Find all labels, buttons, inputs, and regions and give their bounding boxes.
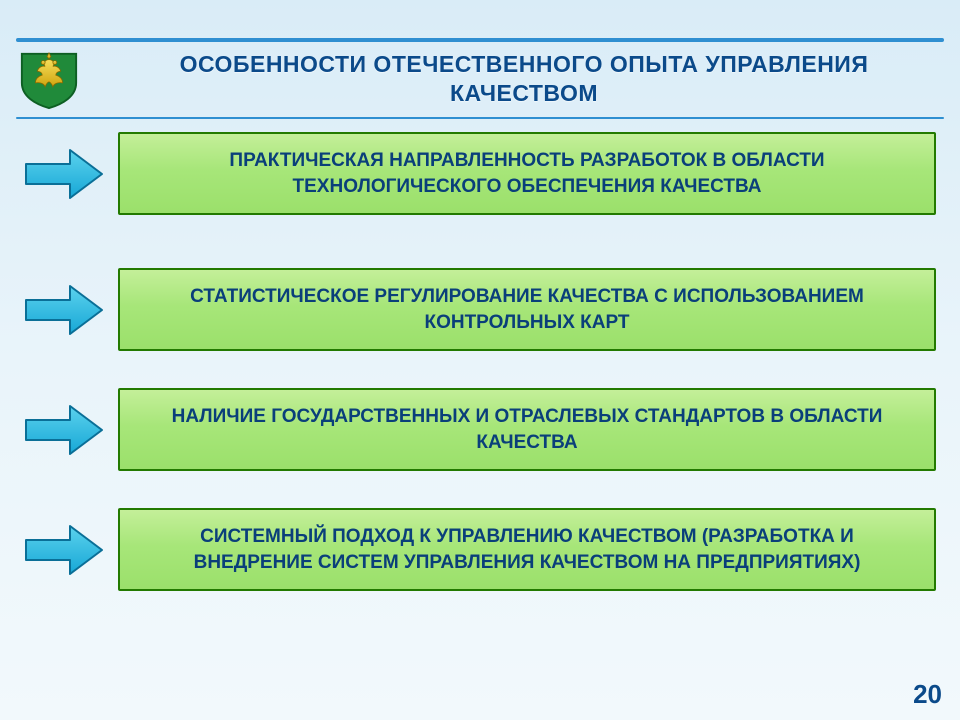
feature-box: СТАТИСТИЧЕСКОЕ РЕГУЛИРОВАНИЕ КАЧЕСТВА С … bbox=[118, 268, 936, 351]
arrow-right-icon bbox=[24, 284, 104, 336]
arrow-right-icon bbox=[24, 404, 104, 456]
list-row: СИСТЕМНЫЙ ПОДХОД К УПРАВЛЕНИЮ КАЧЕСТВОМ … bbox=[24, 508, 936, 591]
emblem-icon bbox=[18, 48, 80, 110]
page-number: 20 bbox=[913, 679, 942, 710]
list-row: СТАТИСТИЧЕСКОЕ РЕГУЛИРОВАНИЕ КАЧЕСТВА С … bbox=[24, 268, 936, 351]
feature-text: НАЛИЧИЕ ГОСУДАРСТВЕННЫХ И ОТРАСЛЕВЫХ СТА… bbox=[172, 406, 883, 453]
header-rule-bottom bbox=[16, 117, 944, 119]
list-row: ПРАКТИЧЕСКАЯ НАПРАВЛЕННОСТЬ РАЗРАБОТОК В… bbox=[24, 132, 936, 215]
feature-box: ПРАКТИЧЕСКАЯ НАПРАВЛЕННОСТЬ РАЗРАБОТОК В… bbox=[118, 132, 936, 215]
slide-title: ОСОБЕННОСТИ ОТЕЧЕСТВЕННОГО ОПЫТА УПРАВЛЕ… bbox=[120, 50, 928, 108]
feature-text: СИСТЕМНЫЙ ПОДХОД К УПРАВЛЕНИЮ КАЧЕСТВОМ … bbox=[194, 526, 861, 573]
header-rule-top bbox=[16, 38, 944, 42]
arrow-right-icon bbox=[24, 148, 104, 200]
feature-box: СИСТЕМНЫЙ ПОДХОД К УПРАВЛЕНИЮ КАЧЕСТВОМ … bbox=[118, 508, 936, 591]
feature-text: ПРАКТИЧЕСКАЯ НАПРАВЛЕННОСТЬ РАЗРАБОТОК В… bbox=[229, 150, 824, 197]
list-row: НАЛИЧИЕ ГОСУДАРСТВЕННЫХ И ОТРАСЛЕВЫХ СТА… bbox=[24, 388, 936, 471]
feature-box: НАЛИЧИЕ ГОСУДАРСТВЕННЫХ И ОТРАСЛЕВЫХ СТА… bbox=[118, 388, 936, 471]
feature-text: СТАТИСТИЧЕСКОЕ РЕГУЛИРОВАНИЕ КАЧЕСТВА С … bbox=[190, 286, 864, 333]
arrow-right-icon bbox=[24, 524, 104, 576]
